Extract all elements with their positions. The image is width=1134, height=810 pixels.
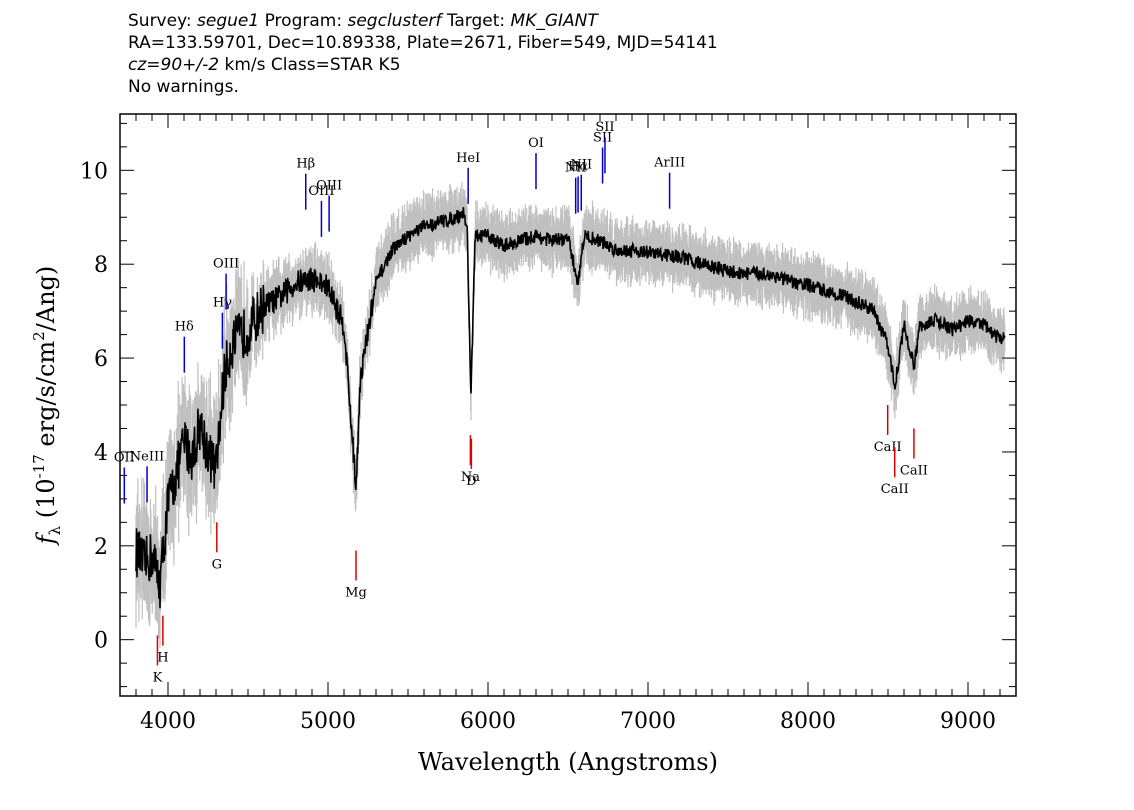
emission-line-label: Hγ	[213, 296, 232, 311]
program-value: segclusterf	[347, 11, 442, 31]
header-line-redshift: cz=90+/-2 km/s Class=STAR K5	[128, 54, 718, 76]
x-tick-label: 9000	[940, 709, 996, 734]
program-label: Program:	[264, 11, 343, 31]
emission-line-label: OIII	[213, 257, 239, 272]
spectrum-header: Survey: segue1 Program: segclusterf Targ…	[128, 10, 718, 98]
absorption-line-label: CaII	[874, 440, 902, 455]
survey-label: Survey:	[128, 11, 192, 31]
target-label: Target:	[446, 11, 506, 31]
emission-line-label: OII	[114, 451, 135, 466]
emission-line-label: OI	[528, 136, 544, 151]
emission-line-label: Hβ	[296, 157, 315, 172]
cz-value: cz=90+/-2	[128, 55, 220, 75]
emission-line-label: NeIII	[130, 449, 164, 464]
emission-line-label: SII	[593, 131, 612, 146]
x-axis-label: Wavelength (Angstroms)	[418, 748, 718, 776]
absorption-line-label: D	[466, 474, 476, 489]
target-value: MK_GIANT	[510, 11, 598, 31]
emission-line-label: OIII	[308, 184, 334, 199]
y-tick-label: 8	[94, 253, 108, 278]
spectral-line-markers: OIINeIIIHδHγOIIIHβOIIIOIIIHeIOINIIHαNIIS…	[114, 120, 928, 685]
x-tick-label: 8000	[780, 709, 836, 734]
y-axis-label: fλ (10-17 erg/s/cm2/Ang)	[30, 266, 64, 547]
absorption-line-label: H	[157, 651, 168, 666]
absorption-line-label: Na	[461, 470, 480, 485]
emission-line-label: ArIII	[653, 156, 685, 171]
emission-line-label: OIII	[316, 179, 342, 194]
x-tick-label: 4000	[140, 709, 196, 734]
y-tick-label: 0	[94, 629, 108, 654]
y-tick-label: 6	[94, 347, 108, 372]
plot-frame	[119, 113, 1017, 697]
absorption-line-label: CaII	[881, 482, 909, 497]
emission-line-label: SII	[595, 120, 614, 135]
absorption-line-label: CaII	[900, 463, 928, 478]
x-tick-label: 6000	[460, 709, 516, 734]
header-line-warnings: No warnings.	[128, 77, 239, 97]
emission-line-label: NII	[570, 158, 592, 173]
axis-ticks: 4000 5000 6000 7000 8000 9000 0 2 4 6 8 10	[80, 114, 1017, 734]
emission-line-label: Hα	[568, 160, 588, 175]
y-tick-label: 2	[94, 535, 108, 560]
emission-line-label: HeI	[456, 151, 480, 166]
cz-rest: km/s Class=STAR K5	[224, 55, 401, 75]
emission-line-label: Hδ	[175, 320, 194, 335]
survey-value: segue1	[197, 11, 260, 31]
header-line-coordinates: RA=133.59701, Dec=10.89338, Plate=2671, …	[128, 33, 718, 53]
header-line-survey: Survey: segue1 Program: segclusterf Targ…	[128, 10, 718, 32]
emission-line-label: NII	[565, 161, 587, 176]
x-tick-label: 5000	[300, 709, 356, 734]
flux-line	[135, 207, 1006, 609]
y-tick-label: 4	[94, 441, 108, 466]
absorption-line-label: K	[153, 670, 163, 685]
y-tick-label: 10	[80, 159, 108, 184]
absorption-line-label: Mg	[345, 586, 367, 601]
x-tick-label: 7000	[620, 709, 676, 734]
flux-series	[135, 207, 1006, 609]
absorption-line-label: G	[212, 557, 222, 572]
